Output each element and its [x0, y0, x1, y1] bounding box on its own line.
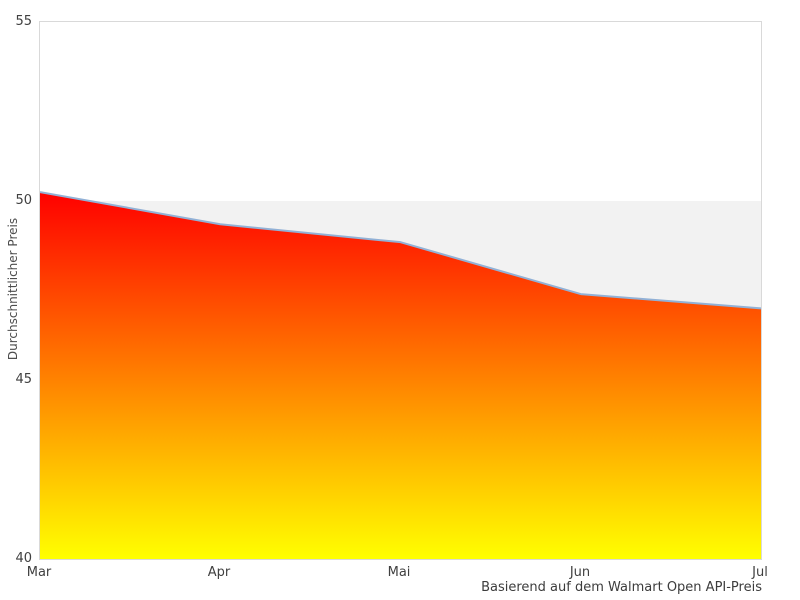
x-tick-label-mar: Mar	[26, 565, 52, 580]
area-line	[40, 191, 761, 310]
y-axis-title: Durchschnittlicher Preis	[6, 217, 20, 361]
x-tick-label-jun: Jun	[569, 565, 591, 580]
x-tick-label-jul: Jul	[752, 565, 768, 580]
chart-caption: Basierend auf dem Walmart Open API-Preis	[481, 580, 762, 595]
plot-area	[39, 21, 762, 560]
y-tick-label: 50	[15, 193, 32, 208]
x-tick-label-mai: Mai	[387, 565, 411, 580]
area-series-canvas	[40, 191, 761, 559]
area-fill	[40, 192, 761, 559]
y-tick-label: 45	[15, 372, 32, 387]
y-tick-label: 40	[15, 551, 32, 566]
x-tick-label-apr: Apr	[207, 565, 231, 580]
y-tick-label: 55	[15, 14, 32, 29]
